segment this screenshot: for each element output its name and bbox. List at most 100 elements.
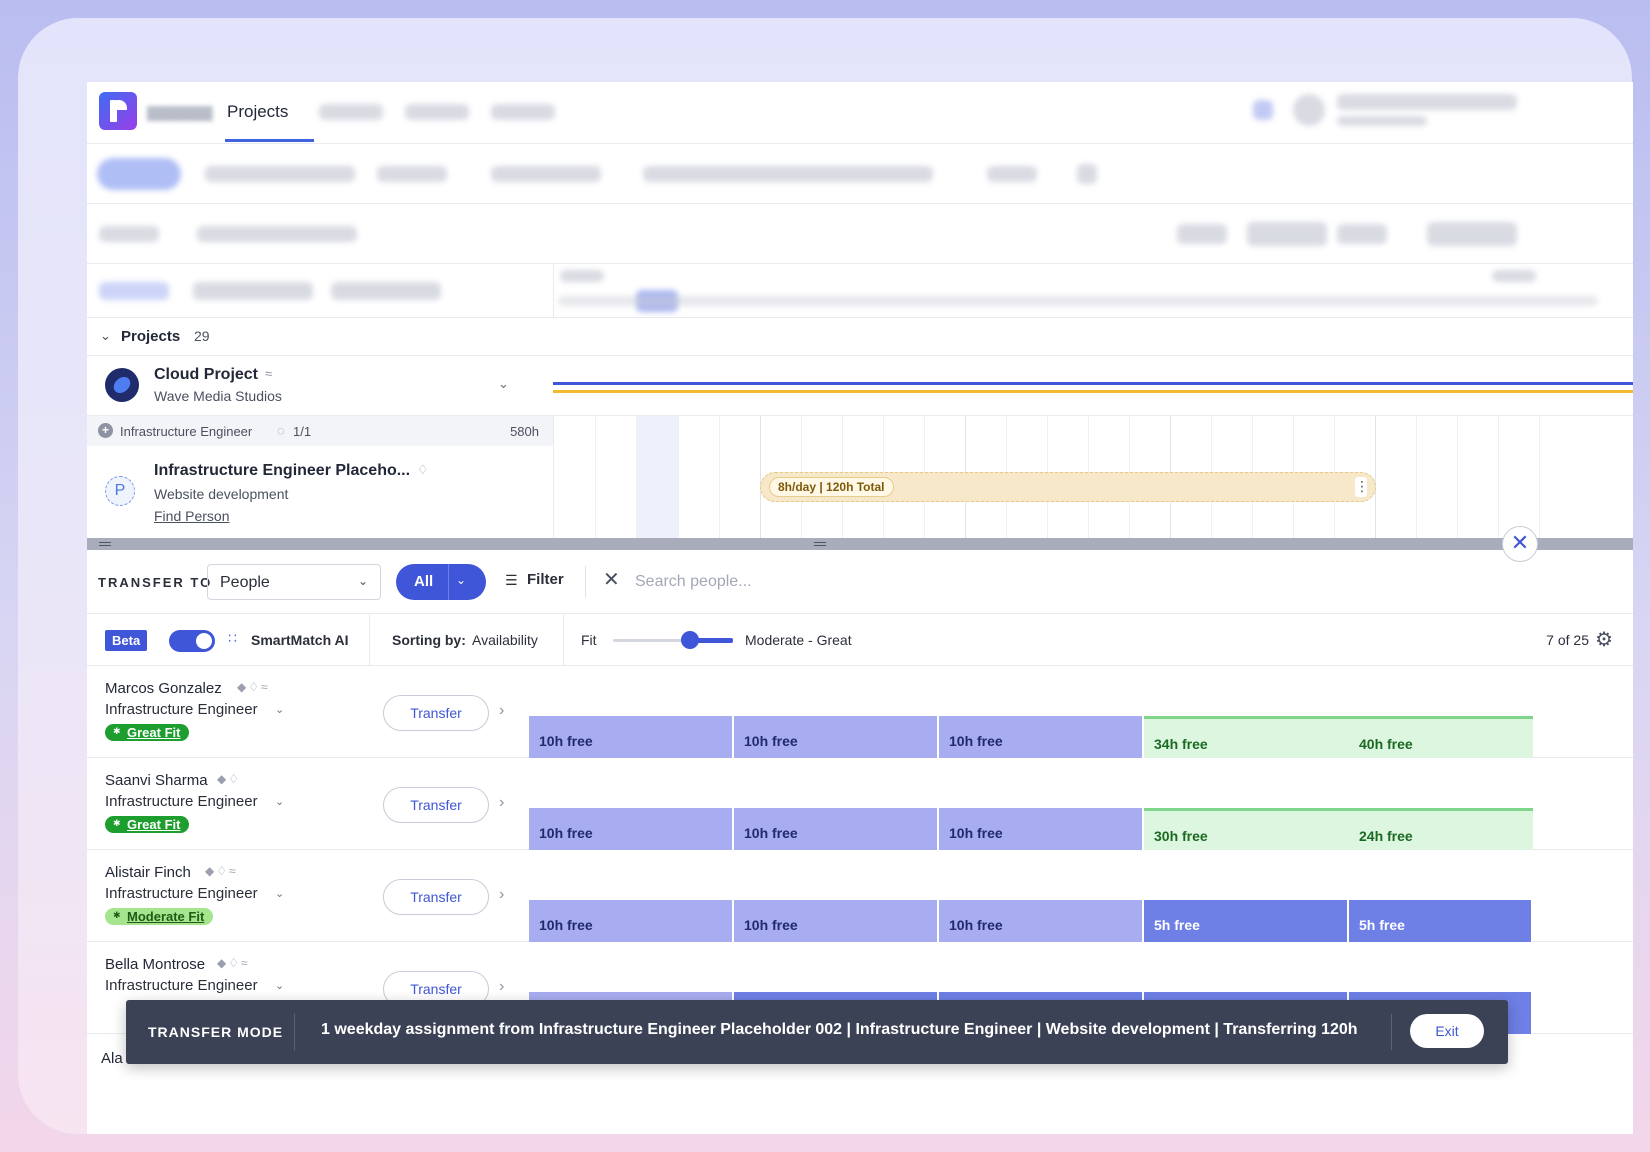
nav-tab-blurred[interactable] (319, 104, 383, 120)
group-select-blurred[interactable] (377, 166, 447, 182)
nav-tab-projects[interactable]: Projects (227, 102, 289, 121)
person-role: Infrastructure Engineer (105, 701, 258, 718)
scenario-select-blurred[interactable] (643, 166, 933, 182)
availability-cells: 10h free 10h free 10h free 5h free 5h fr… (529, 900, 1633, 942)
availability-cell[interactable]: 5h free (1144, 900, 1349, 942)
period-select-blurred[interactable] (1427, 222, 1517, 246)
zoom-blurred[interactable] (1337, 224, 1387, 244)
chevron-down-icon[interactable]: ⌄ (498, 376, 509, 391)
nav-tab-blurred[interactable] (405, 104, 469, 120)
person-role: Infrastructure Engineer (105, 885, 258, 902)
clear-search-icon[interactable]: ✕ (603, 569, 620, 591)
view-select-blurred[interactable] (205, 166, 355, 182)
fit-badge[interactable]: Great Fit (105, 724, 190, 741)
scope-button[interactable]: All ⌄ (396, 564, 486, 600)
chevron-right-icon[interactable]: › (499, 886, 505, 903)
add-icon[interactable]: + (98, 423, 113, 438)
availability-cell[interactable]: 10h free (734, 808, 939, 850)
user-avatar[interactable] (1293, 94, 1325, 126)
projects-group-header[interactable]: ⌄ Projects 29 (87, 318, 1633, 356)
availability-cell[interactable]: 10h free (734, 716, 939, 758)
person-row[interactable]: Saanvi Sharma ◆♢ Infrastructure Engineer… (87, 758, 1633, 850)
chevron-down-icon[interactable]: ⌄ (275, 888, 285, 900)
transfer-button[interactable]: Transfer (383, 695, 489, 731)
filter-button[interactable]: Filter (527, 571, 564, 588)
search-people-input[interactable] (635, 564, 935, 600)
availability-cell[interactable]: 10h free (939, 808, 1144, 850)
availability-cell[interactable]: 10h free (734, 900, 939, 942)
nav-tab-blurred[interactable] (491, 104, 555, 120)
fit-slider-track[interactable] (613, 639, 733, 642)
chevron-down-icon[interactable]: ⌄ (275, 796, 285, 808)
nav-tab-blurred[interactable]: ▆▆▆▆▆ (147, 102, 213, 121)
chevron-right-icon[interactable]: › (499, 794, 505, 811)
spinner-icon: ◌ (277, 423, 285, 438)
transfer-button[interactable]: Transfer (383, 879, 489, 915)
notification-icon[interactable] (1253, 100, 1273, 120)
person-row[interactable]: Alistair Finch ◆♢≈ Infrastructure Engine… (87, 850, 1633, 942)
filter-blurred[interactable] (99, 226, 159, 242)
more-icon[interactable]: ⋮ (1355, 477, 1369, 497)
person-role: Infrastructure Engineer (105, 793, 258, 810)
legend-blurred (193, 282, 313, 300)
find-person-link[interactable]: Find Person (154, 508, 230, 524)
today-button-blurred[interactable] (1247, 222, 1327, 246)
chevron-down-icon[interactable]: ⌄ (275, 704, 285, 716)
transfer-target-select[interactable]: People ⌄ (207, 564, 381, 600)
project-title[interactable]: Cloud Project (154, 366, 259, 383)
chevron-down-icon[interactable]: ⌄ (275, 980, 285, 992)
transfer-mode-banner: TRANSFER MODE 1 weekday assignment from … (126, 1000, 1508, 1064)
availability-cell[interactable]: 34h free (1144, 716, 1349, 758)
availability-cell[interactable]: 40h free (1349, 716, 1533, 758)
person-role: Infrastructure Engineer (105, 977, 258, 994)
project-row[interactable]: Cloud Project ≈ Wave Media Studios ⌄ (87, 356, 1633, 416)
availability-cell[interactable]: 10h free (529, 716, 734, 758)
availability-cell[interactable]: 30h free (1144, 808, 1349, 850)
chevron-down-icon[interactable]: ⌄ (100, 328, 111, 343)
availability-cell[interactable]: 24h free (1349, 808, 1533, 850)
legend-blurred (331, 282, 441, 300)
chevron-down-icon[interactable]: ⌄ (456, 573, 467, 587)
person-name[interactable]: Marcos Gonzalez (105, 680, 222, 697)
fit-badge[interactable]: Moderate Fit (105, 908, 214, 925)
close-icon[interactable]: ✕ (1502, 526, 1538, 562)
person-name[interactable]: Bella Montrose (105, 956, 206, 973)
fit-slider-thumb[interactable] (681, 631, 699, 649)
exit-button[interactable]: Exit (1410, 1014, 1484, 1048)
search-blurred[interactable] (197, 226, 357, 242)
tag-gem-tentative-icons: ◆♢≈ (217, 956, 250, 970)
placeholder-title[interactable]: Infrastructure Engineer Placeho... (154, 462, 411, 479)
chart-select-blurred[interactable] (491, 166, 601, 182)
person-row[interactable]: Marcos Gonzalez ◆♢≈ Infrastructure Engin… (87, 666, 1633, 758)
project-info: Cloud Project ≈ Wave Media Studios ⌄ (87, 356, 553, 416)
availability-cell[interactable]: 10h free (939, 900, 1144, 942)
nav-arrows-blurred[interactable] (1177, 224, 1227, 244)
undo-redo-blurred[interactable] (987, 166, 1037, 182)
allocation-bar[interactable]: 8h/day | 120h Total ⋮ (760, 472, 1376, 502)
fit-badge[interactable]: Great Fit (105, 816, 190, 833)
day-labels-blurred (558, 296, 1598, 306)
settings-icon[interactable] (1077, 164, 1097, 184)
scope-label: All (414, 573, 434, 590)
availability-cell[interactable]: 10h free (529, 900, 734, 942)
placeholder-avatar: P (105, 476, 135, 506)
transfer-button[interactable]: Transfer (383, 787, 489, 823)
availability-cell[interactable]: 10h free (939, 716, 1144, 758)
gear-icon[interactable]: ⚙ (1595, 629, 1613, 651)
chevron-right-icon[interactable]: › (499, 702, 505, 719)
smartmatch-toggle[interactable] (169, 630, 215, 652)
view-toggle-blurred[interactable] (97, 158, 181, 190)
chevron-right-icon[interactable]: › (499, 978, 505, 995)
person-name[interactable]: Saanvi Sharma (105, 772, 208, 789)
sorting-value[interactable]: Availability (472, 632, 538, 648)
placeholder-row: P Infrastructure Engineer Placeho... ♢ W… (87, 446, 553, 538)
availability-cell[interactable]: 10h free (529, 808, 734, 850)
app-logo[interactable] (99, 92, 137, 130)
person-name[interactable]: Alistair Finch (105, 864, 191, 881)
panel-resize-handle[interactable] (87, 538, 1633, 550)
person-name[interactable]: Ala (101, 1050, 123, 1067)
availability-cell[interactable]: 5h free (1349, 900, 1533, 942)
role-ratio: 1/1 (293, 424, 312, 439)
project-timeline-bar (553, 382, 1633, 385)
filter-icon[interactable]: ☰ (505, 572, 518, 588)
